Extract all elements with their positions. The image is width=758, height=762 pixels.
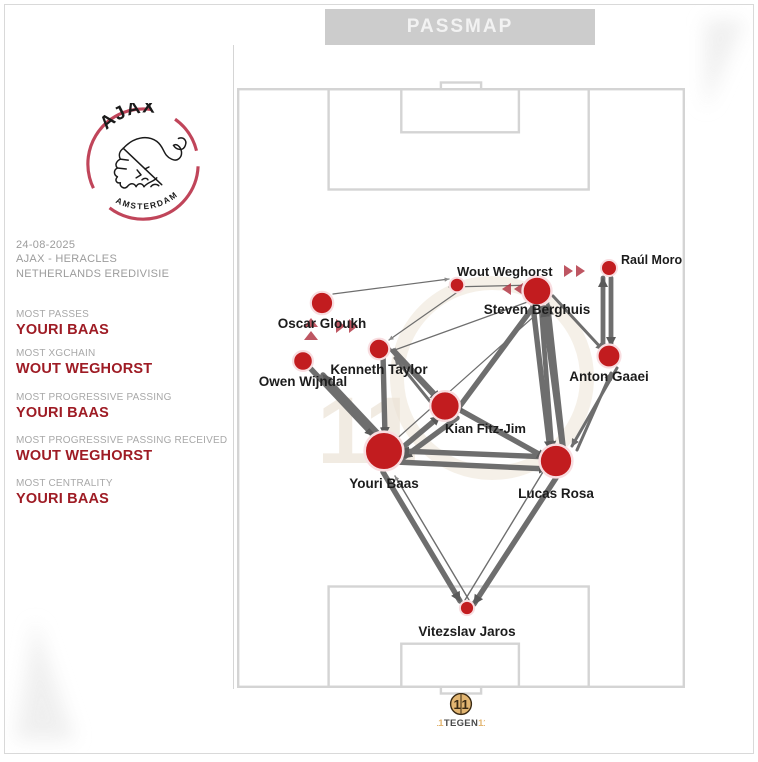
svg-text:Raúl Moro: Raúl Moro	[621, 253, 682, 267]
svg-text:Oscar Gloukh: Oscar Gloukh	[278, 316, 367, 331]
svg-text:Youri Baas: Youri Baas	[349, 476, 419, 491]
svg-text:Kian Fitz-Jim: Kian Fitz-Jim	[445, 421, 526, 436]
svg-text:AJAX: AJAX	[95, 103, 156, 133]
svg-text:Kenneth Taylor: Kenneth Taylor	[330, 362, 428, 377]
svg-text:Vitezslav Jaros: Vitezslav Jaros	[418, 624, 515, 639]
svg-text:Steven Berghuis: Steven Berghuis	[484, 302, 591, 317]
svg-text:1: 1	[462, 697, 469, 712]
svg-text:1: 1	[454, 697, 461, 712]
svg-text:Lucas Rosa: Lucas Rosa	[518, 486, 594, 501]
svg-text:AMSTERDAM: AMSTERDAM	[114, 189, 180, 211]
svg-text:Anton Gaaei: Anton Gaaei	[569, 369, 649, 384]
svg-text:11TEGEN11: 11TEGEN11	[437, 718, 485, 729]
svg-text:Wout Weghorst: Wout Weghorst	[457, 264, 553, 279]
